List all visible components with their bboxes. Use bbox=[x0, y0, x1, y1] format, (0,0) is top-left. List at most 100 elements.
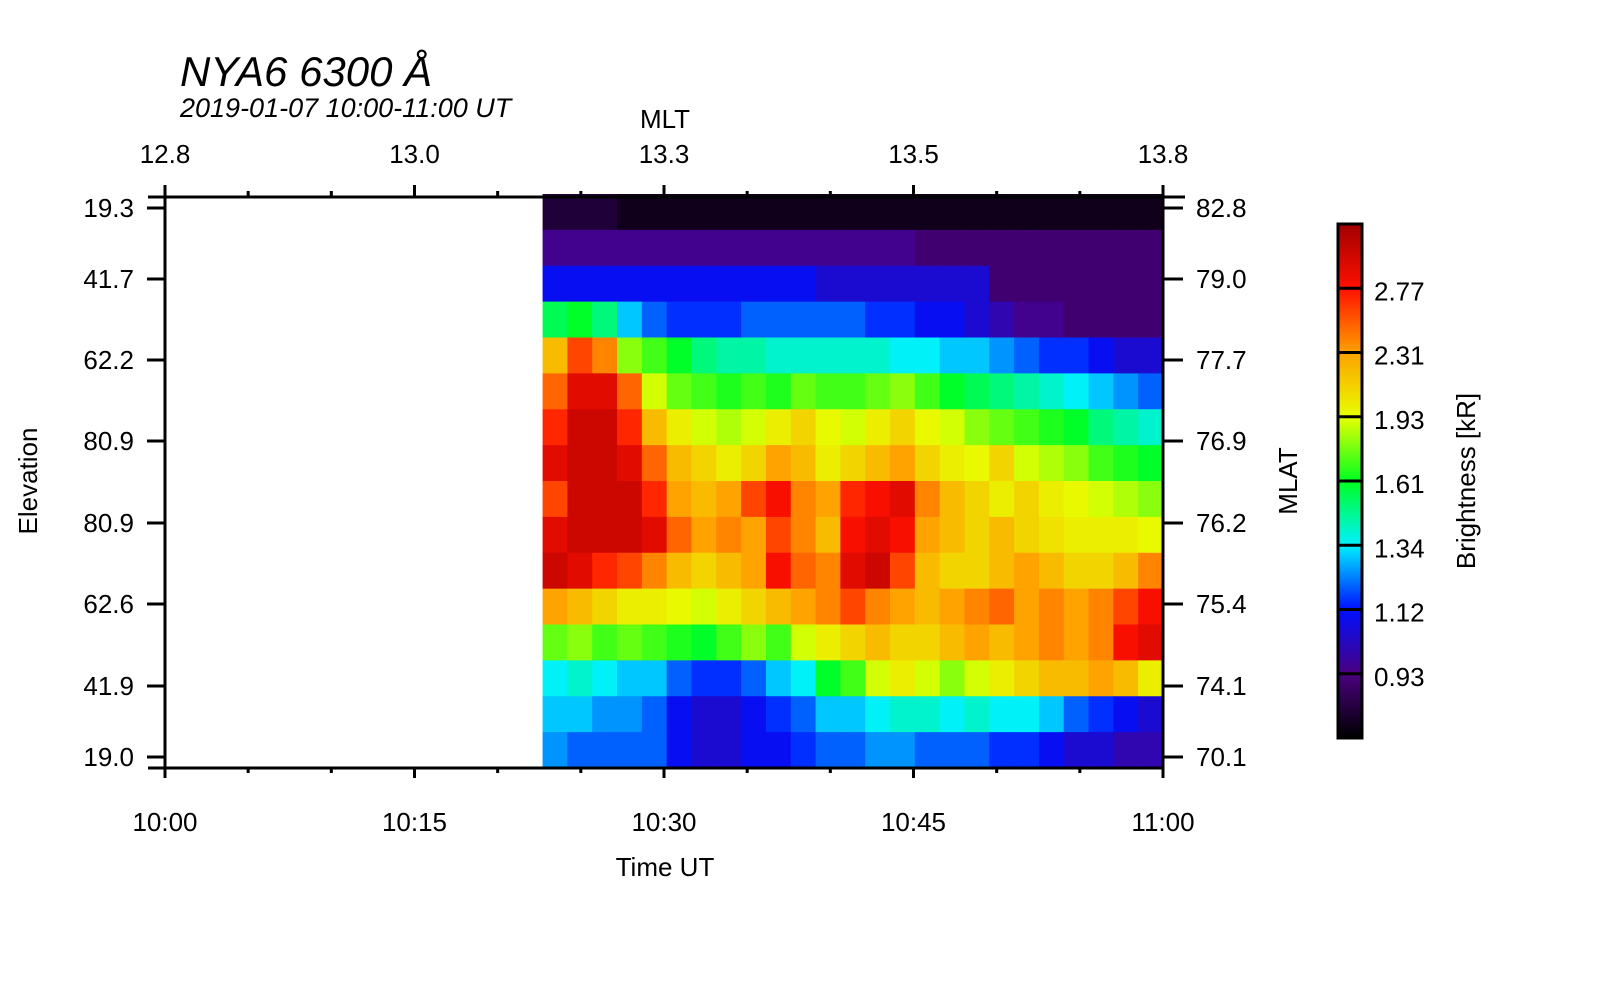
heatmap-cell bbox=[989, 409, 1015, 446]
heatmap-cell bbox=[691, 301, 717, 339]
heatmap-cell bbox=[1138, 732, 1164, 769]
heatmap-cell bbox=[790, 481, 817, 518]
heatmap-cell bbox=[790, 409, 817, 446]
heatmap-cell bbox=[1063, 624, 1090, 661]
heatmap-cell bbox=[741, 409, 767, 446]
heatmap-cell bbox=[666, 624, 693, 661]
heatmap-cell bbox=[741, 194, 767, 231]
heatmap-cell bbox=[741, 481, 767, 518]
y-left-tick-label: 41.9 bbox=[83, 671, 134, 701]
heatmap-cell bbox=[914, 624, 941, 661]
heatmap-cell bbox=[666, 552, 693, 590]
chart-title: NYA6 6300 Å bbox=[180, 48, 432, 95]
heatmap-cell bbox=[865, 194, 891, 231]
heatmap-cell bbox=[989, 194, 1015, 231]
colorbar-tick-label: 1.12 bbox=[1374, 598, 1425, 628]
heatmap-cell bbox=[592, 337, 618, 374]
top-tick-label: 12.8 bbox=[140, 139, 191, 169]
heatmap-cell bbox=[641, 409, 668, 446]
heatmap-cell bbox=[1038, 660, 1065, 697]
heatmap-cell bbox=[890, 624, 916, 661]
heatmap-cell bbox=[1014, 552, 1040, 590]
heatmap-cell bbox=[1138, 481, 1164, 518]
heatmap-cell bbox=[914, 265, 941, 303]
y-right-tick-label: 74.1 bbox=[1196, 671, 1247, 701]
heatmap-cell bbox=[989, 732, 1015, 769]
heatmap-cell bbox=[840, 229, 866, 267]
heatmap-cell bbox=[939, 445, 966, 482]
heatmap-cell bbox=[989, 660, 1015, 697]
heatmap-cell bbox=[790, 732, 817, 769]
heatmap-cell bbox=[592, 660, 618, 697]
colorbar-tick-label: 2.31 bbox=[1374, 341, 1425, 371]
heatmap-cell bbox=[914, 445, 941, 482]
heatmap-cell bbox=[666, 660, 693, 697]
heatmap-cell bbox=[617, 337, 643, 374]
heatmap-cell bbox=[765, 696, 792, 733]
top-tick-label: 13.3 bbox=[639, 139, 690, 169]
colorbar-tick-label: 1.61 bbox=[1374, 469, 1425, 499]
heatmap-cell bbox=[1038, 409, 1065, 446]
heatmap-cell bbox=[1138, 445, 1164, 482]
heatmap-cell bbox=[790, 624, 817, 661]
heatmap-cell bbox=[1113, 265, 1139, 303]
heatmap-cell bbox=[716, 732, 742, 769]
heatmap-cell bbox=[1113, 409, 1139, 446]
heatmap-cell bbox=[890, 337, 916, 374]
colorbar-tick-label: 1.34 bbox=[1374, 533, 1425, 563]
heatmap-cell bbox=[1063, 265, 1090, 303]
heatmap-cell bbox=[641, 624, 668, 661]
heatmap-cell bbox=[840, 624, 866, 661]
heatmap-cell bbox=[567, 194, 593, 231]
heatmap-cell bbox=[765, 373, 792, 410]
top-tick-label: 13.0 bbox=[389, 139, 440, 169]
heatmap-cell bbox=[716, 229, 742, 267]
heatmap-cell bbox=[592, 301, 618, 339]
heatmap-cell bbox=[1088, 660, 1114, 697]
heatmap-cell bbox=[1063, 481, 1090, 518]
heatmap-cell bbox=[914, 732, 941, 769]
heatmap-cell bbox=[567, 481, 593, 518]
x-tick-label: 11:00 bbox=[1131, 807, 1194, 837]
heatmap-cell bbox=[914, 373, 941, 410]
heatmap-cell bbox=[939, 552, 966, 590]
heatmap-cell bbox=[939, 588, 966, 626]
heatmap-cell bbox=[567, 373, 593, 410]
heatmap-cell bbox=[939, 516, 966, 554]
y-axis-label-right: MLAT bbox=[1273, 447, 1303, 515]
heatmap-cell bbox=[840, 373, 866, 410]
heatmap-cell bbox=[691, 588, 717, 626]
heatmap-cell bbox=[1038, 373, 1065, 410]
heatmap-cell bbox=[716, 194, 742, 231]
heatmap-cell bbox=[1088, 588, 1114, 626]
heatmap-cell bbox=[741, 660, 767, 697]
heatmap-cell bbox=[939, 265, 966, 303]
heatmap-cell bbox=[641, 552, 668, 590]
heatmap-cell bbox=[617, 516, 643, 554]
heatmap-cell bbox=[914, 660, 941, 697]
heatmap-cell bbox=[542, 265, 568, 303]
heatmap-cell bbox=[592, 516, 618, 554]
y-right-tick-label: 75.4 bbox=[1196, 589, 1247, 619]
heatmap-cell bbox=[1113, 301, 1139, 339]
heatmap-cell bbox=[592, 624, 618, 661]
heatmap-cell bbox=[890, 265, 916, 303]
heatmap-cell bbox=[641, 337, 668, 374]
heatmap-cell bbox=[542, 373, 568, 410]
heatmap-cell bbox=[1113, 229, 1139, 267]
heatmap-cell bbox=[542, 516, 568, 554]
heatmap-cell bbox=[790, 194, 817, 231]
tick-labels: 10:00 10:15 10:30 10:45 11:00 12.8 13.0 13.3 13.… bbox=[83, 139, 1246, 837]
heatmap-cell bbox=[840, 194, 866, 231]
heatmap-cell bbox=[815, 696, 841, 733]
heatmap-cell bbox=[815, 481, 841, 518]
heatmap-cell bbox=[964, 696, 990, 733]
heatmap-cell bbox=[1138, 552, 1164, 590]
heatmap-cell bbox=[617, 265, 643, 303]
heatmap-cell bbox=[815, 588, 841, 626]
heatmap-cell bbox=[1063, 409, 1090, 446]
heatmap-cell bbox=[617, 588, 643, 626]
heatmap-cell bbox=[989, 229, 1015, 267]
heatmap-cell bbox=[542, 445, 568, 482]
heatmap-cell bbox=[1038, 229, 1065, 267]
